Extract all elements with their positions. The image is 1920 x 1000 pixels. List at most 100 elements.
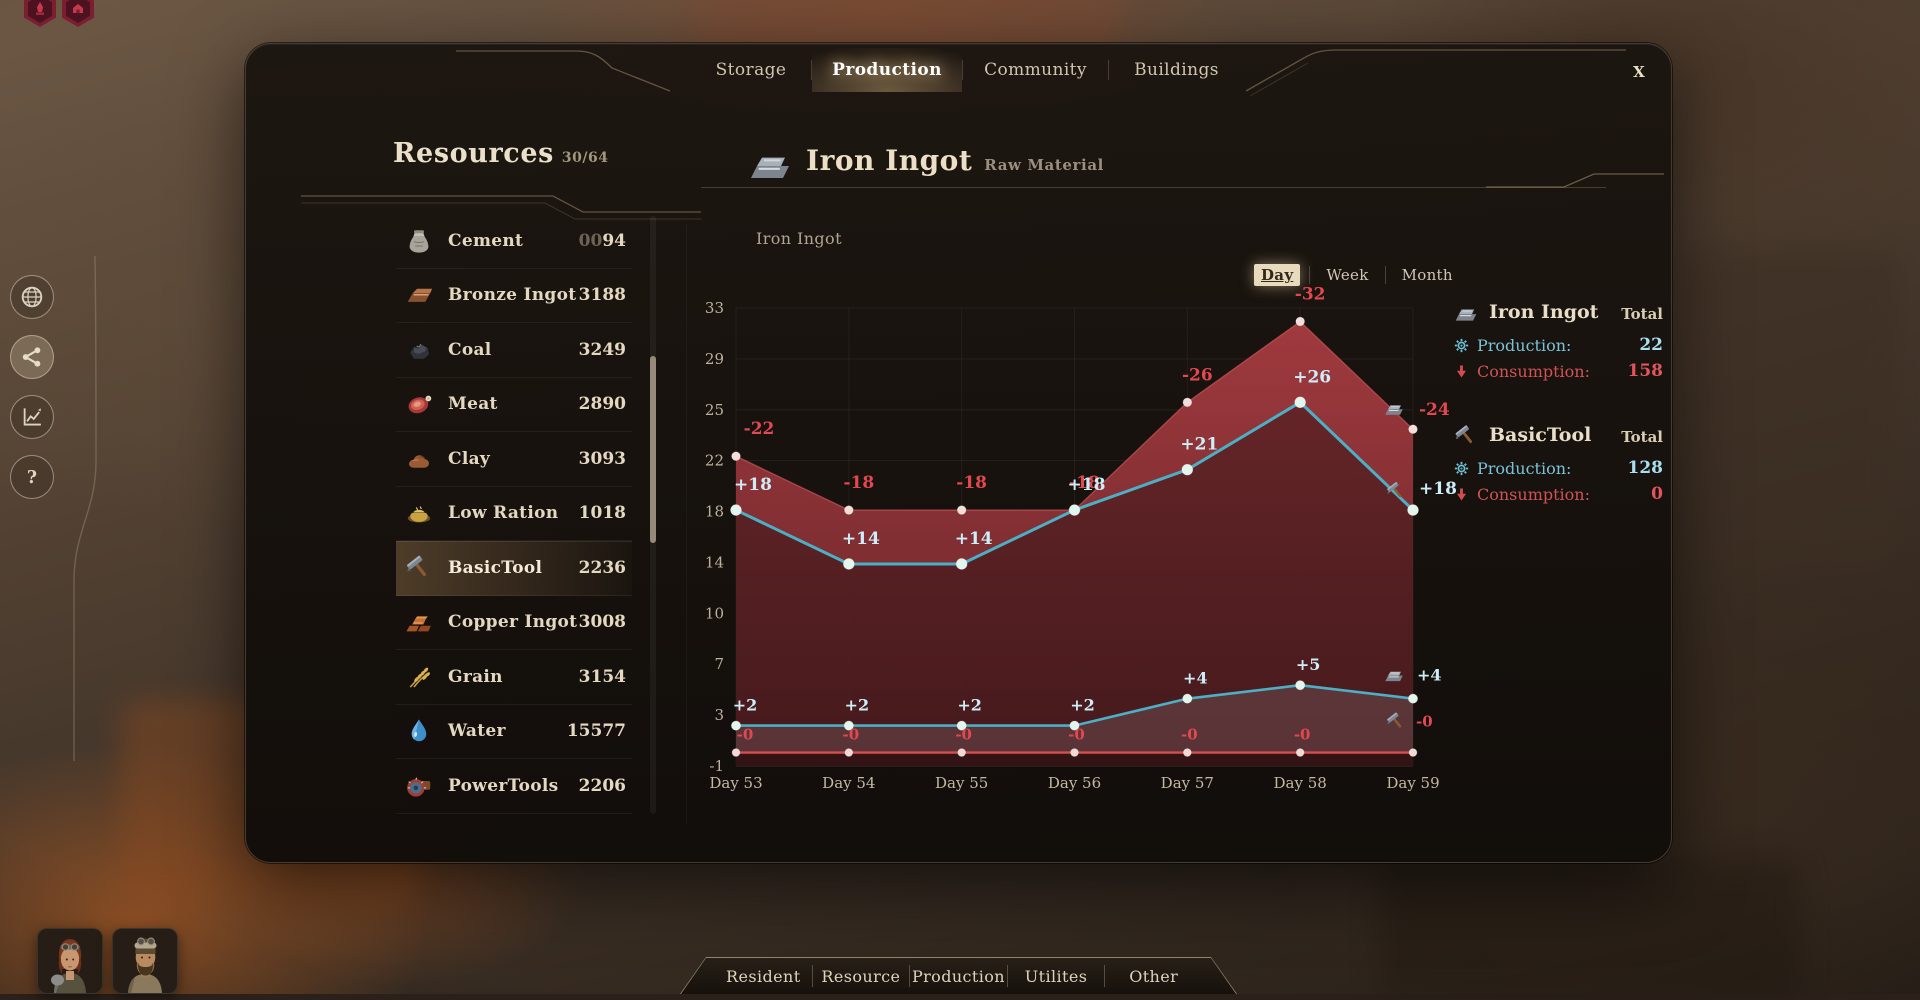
production-value: 22	[1639, 335, 1663, 355]
low-ration-icon	[404, 498, 434, 528]
resource-name: BasicTool	[448, 558, 579, 578]
svg-text:+18: +18	[1419, 479, 1457, 499]
svg-text:+5: +5	[1296, 655, 1321, 674]
tab-buildings[interactable]: Buildings	[1109, 48, 1244, 92]
water-icon	[404, 716, 434, 746]
detail-rule	[701, 187, 1606, 188]
svg-text:+2: +2	[845, 696, 870, 715]
tab-storage[interactable]: Storage	[691, 48, 811, 92]
avatar-woman[interactable]	[37, 928, 103, 994]
meat-icon	[404, 389, 434, 419]
svg-text:10: 10	[705, 604, 724, 622]
svg-text:?: ?	[27, 468, 37, 488]
tab-production[interactable]: Production	[812, 48, 962, 92]
svg-text:-26: -26	[1182, 365, 1213, 385]
svg-text:Day 53: Day 53	[709, 774, 762, 792]
resource-name: Clay	[448, 449, 579, 469]
grain-icon	[404, 662, 434, 692]
resource-scrollbar-thumb[interactable]	[650, 356, 656, 543]
close-button[interactable]: X	[1623, 56, 1655, 88]
resource-count: 3249	[579, 340, 626, 360]
svg-text:-18: -18	[956, 473, 987, 493]
production-value: 128	[1628, 458, 1664, 478]
globe-button[interactable]	[10, 275, 54, 319]
svg-text:-32: -32	[1295, 284, 1326, 304]
svg-text:33: 33	[705, 299, 724, 317]
share-button[interactable]	[10, 335, 54, 379]
resource-count: 3008	[579, 612, 626, 632]
svg-text:-0: -0	[842, 726, 859, 744]
bottom-tab-utilites[interactable]: Utilites	[1008, 967, 1105, 986]
svg-text:+14: +14	[955, 529, 993, 549]
stat-total-label: Total	[1621, 428, 1663, 446]
resource-count: 1018	[579, 503, 626, 523]
svg-text:-24: -24	[1419, 400, 1450, 420]
resource-count: 0094	[579, 231, 626, 251]
consumption-value: 158	[1628, 361, 1664, 381]
svg-text:+18: +18	[1068, 475, 1106, 495]
resource-name: Meat	[448, 394, 579, 414]
svg-text:-0: -0	[1181, 726, 1198, 744]
bottom-tab-resident[interactable]: Resident	[715, 967, 812, 986]
clay-icon	[404, 444, 434, 474]
cement-icon	[404, 226, 434, 256]
stats-button[interactable]	[10, 395, 54, 439]
svg-text:-0: -0	[1416, 713, 1433, 731]
side-toolbar-flourish	[58, 250, 118, 770]
svg-text:3: 3	[714, 706, 724, 724]
svg-text:-1: -1	[709, 757, 724, 775]
help-button[interactable]: ?	[10, 455, 54, 499]
svg-text:Day 59: Day 59	[1386, 774, 1439, 792]
resource-count: 2206	[579, 776, 626, 796]
bottom-tab-other[interactable]: Other	[1105, 967, 1202, 986]
svg-text:Day 55: Day 55	[935, 774, 988, 792]
globe-icon	[19, 284, 45, 310]
svg-text:+14: +14	[842, 529, 880, 549]
resource-count: 3154	[579, 667, 626, 687]
svg-text:-22: -22	[744, 419, 775, 439]
resource-name: Copper Ingot	[448, 612, 579, 632]
resource-name: Grain	[448, 667, 579, 687]
svg-text:14: 14	[705, 553, 724, 571]
basic-tool-icon	[404, 553, 434, 583]
svg-text:-0: -0	[955, 726, 972, 744]
resource-count: 2890	[579, 394, 626, 414]
bronze-ingot-icon	[404, 280, 434, 310]
resource-name: Coal	[448, 340, 579, 360]
coal-icon	[404, 335, 434, 365]
avatar-man[interactable]	[112, 928, 178, 994]
grain-icon	[404, 662, 434, 692]
resource-name: Bronze Ingot	[448, 285, 579, 305]
resource-count: 3188	[579, 285, 626, 305]
bottom-tab-production[interactable]: Production	[910, 967, 1007, 986]
svg-text:+26: +26	[1293, 367, 1331, 387]
share-icon	[19, 344, 45, 370]
iron-ingot-icon	[746, 140, 794, 188]
chart-caption: Iron Ingot	[756, 229, 842, 248]
tab-community[interactable]: Community	[963, 48, 1108, 92]
detail-rule-accent	[1486, 172, 1666, 192]
bottom-tab-resource[interactable]: Resource	[813, 967, 910, 986]
svg-text:Day 57: Day 57	[1161, 774, 1214, 792]
resources-count: 30/64	[562, 150, 609, 166]
alert-glyph-icon	[69, 0, 87, 18]
copper-ingot-icon	[404, 607, 434, 637]
meat-icon	[404, 389, 434, 419]
svg-text:-0: -0	[1068, 726, 1085, 744]
resource-scrollbar-track	[650, 216, 656, 814]
